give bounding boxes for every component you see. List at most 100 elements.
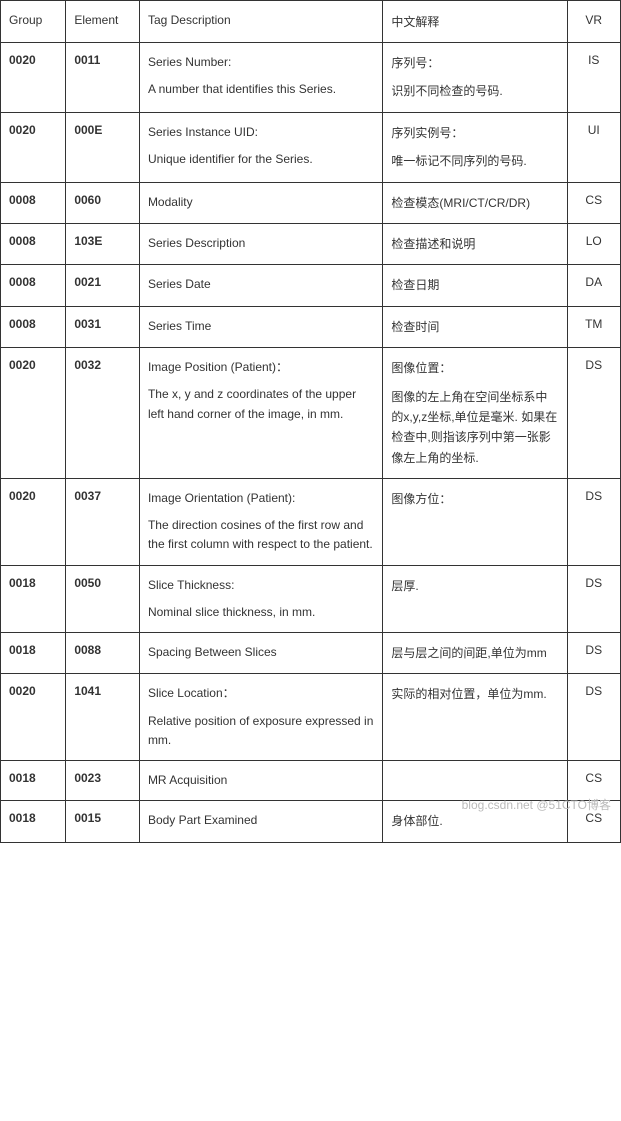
cell-cn: 实际的相对位置，单位为mm. xyxy=(383,674,567,761)
cell-vr: UI xyxy=(567,112,620,182)
cell-group: 0018 xyxy=(1,633,66,674)
table-row: 00080060Modality检查模态(MRI/CT/CR/DR)CS xyxy=(1,182,621,223)
desc-body: Relative position of exposure expressed … xyxy=(148,712,374,750)
desc-title: Series Time xyxy=(148,317,374,336)
cn-body: 唯一标记不同序列的号码. xyxy=(391,151,558,171)
cell-desc: Series Instance UID: Unique identifier fo… xyxy=(139,112,382,182)
cell-vr: CS xyxy=(567,760,620,800)
table-row: 00200032 Image Position (Patient)： The x, … xyxy=(1,348,621,479)
cell-vr: DA xyxy=(567,265,620,306)
table-row: 00180050Slice Thickness:Nominal slice th… xyxy=(1,565,621,632)
header-group: Group xyxy=(1,1,66,43)
desc-title: Slice Location： xyxy=(148,684,374,703)
cell-vr: DS xyxy=(567,633,620,674)
cell-element: 0031 xyxy=(66,306,140,347)
cn-title: 实际的相对位置，单位为mm. xyxy=(391,684,558,704)
header-element: Element xyxy=(66,1,140,43)
cn-title: 检查日期 xyxy=(391,275,558,295)
cell-element: 0050 xyxy=(66,565,140,632)
cn-title: 图像方位： xyxy=(391,489,558,509)
cell-desc: Series Number: A number that identifies t… xyxy=(139,43,382,113)
desc-title: Series Number: xyxy=(148,53,374,72)
cell-vr: DS xyxy=(567,479,620,566)
desc-title: Series Description xyxy=(148,234,374,253)
table-row: 00080021Series Date检查日期DA xyxy=(1,265,621,306)
cell-desc: MR Acquisition xyxy=(139,760,382,800)
cn-title: 图像位置： xyxy=(391,358,558,378)
desc-title: MR Acquisition xyxy=(148,771,374,790)
cn-title: 层与层之间的间距,单位为mm xyxy=(391,643,558,663)
cn-body: 图像的左上角在空间坐标系中的x,y,z坐标,单位是毫米. 如果在检查中,则指该序… xyxy=(391,387,558,469)
desc-title: Series Instance UID: xyxy=(148,123,374,142)
cell-element: 0032 xyxy=(66,348,140,479)
cell-desc: Image Orientation (Patient):The directio… xyxy=(139,479,382,566)
table-row: 00180088 Spacing Between Slices 层与层之间的间距,单… xyxy=(1,633,621,674)
cell-element: 0023 xyxy=(66,760,140,800)
cell-desc: Slice Location： Relative position of expo… xyxy=(139,674,382,761)
cell-element: 1041 xyxy=(66,674,140,761)
desc-body: The x, y and z coordinates of the upper … xyxy=(148,385,374,423)
cn-title: 身体部位. xyxy=(391,811,558,831)
desc-title: Image Position (Patient)： xyxy=(148,358,374,377)
table-row: 0020000ESeries Instance UID:Unique ident… xyxy=(1,112,621,182)
cell-element: 0037 xyxy=(66,479,140,566)
header-cn: 中文解释 xyxy=(383,1,567,43)
cn-title: 检查时间 xyxy=(391,317,558,337)
table-row: 00200011 Series Number: A number that iden… xyxy=(1,43,621,113)
cn-title: 检查模态(MRI/CT/CR/DR) xyxy=(391,193,558,213)
cell-vr: DS xyxy=(567,674,620,761)
cell-cn xyxy=(383,760,567,800)
cell-group: 0020 xyxy=(1,479,66,566)
table-row: 00180023 MR Acquisition CS xyxy=(1,760,621,800)
dicom-tag-table: Group Element Tag Description 中文解释 VR 00… xyxy=(0,0,621,843)
cell-element: 0088 xyxy=(66,633,140,674)
cell-cn: 检查日期 xyxy=(383,265,567,306)
cell-group: 0018 xyxy=(1,801,66,842)
cn-title: 层厚. xyxy=(391,576,558,596)
cell-cn: 检查模态(MRI/CT/CR/DR) xyxy=(383,182,567,223)
cn-body: 识别不同检查的号码. xyxy=(391,81,558,101)
cell-vr: DS xyxy=(567,348,620,479)
table-row: 0008103ESeries Description检查描述和说明LO xyxy=(1,223,621,264)
desc-body: Unique identifier for the Series. xyxy=(148,150,374,169)
cell-vr: CS xyxy=(567,182,620,223)
cell-desc: Body Part Examined xyxy=(139,801,382,842)
cell-element: 0011 xyxy=(66,43,140,113)
cell-desc: Spacing Between Slices xyxy=(139,633,382,674)
header-vr: VR xyxy=(567,1,620,43)
cell-vr: CS xyxy=(567,801,620,842)
cell-group: 0008 xyxy=(1,223,66,264)
cell-group: 0020 xyxy=(1,43,66,113)
cell-group: 0020 xyxy=(1,348,66,479)
cell-vr: TM xyxy=(567,306,620,347)
cell-desc: Series Time xyxy=(139,306,382,347)
cell-cn: 层与层之间的间距,单位为mm xyxy=(383,633,567,674)
desc-title: Body Part Examined xyxy=(148,811,374,830)
cell-vr: DS xyxy=(567,565,620,632)
desc-title: Series Date xyxy=(148,275,374,294)
desc-body: A number that identifies this Series. xyxy=(148,80,374,99)
cn-title: 检查描述和说明 xyxy=(391,234,558,254)
cell-element: 000E xyxy=(66,112,140,182)
cell-group: 0018 xyxy=(1,760,66,800)
cn-title: 序列实例号： xyxy=(391,123,558,143)
cell-cn: 身体部位. xyxy=(383,801,567,842)
desc-body: The direction cosines of the first row a… xyxy=(148,516,374,554)
cell-group: 0008 xyxy=(1,265,66,306)
cell-element: 103E xyxy=(66,223,140,264)
table-header-row: Group Element Tag Description 中文解释 VR xyxy=(1,1,621,43)
table-body: 00200011Series Number:A number that iden… xyxy=(1,43,621,843)
table-row: 00080031Series Time检查时间TM xyxy=(1,306,621,347)
cell-cn: 序列实例号： 唯一标记不同序列的号码. xyxy=(383,112,567,182)
cell-desc: Image Position (Patient)： The x, y and z … xyxy=(139,348,382,479)
cell-group: 0008 xyxy=(1,182,66,223)
cell-cn: 序列号：识别不同检查的号码. xyxy=(383,43,567,113)
cell-cn: 检查描述和说明 xyxy=(383,223,567,264)
cell-cn: 图像方位： xyxy=(383,479,567,566)
desc-title: Modality xyxy=(148,193,374,212)
cell-cn: 检查时间 xyxy=(383,306,567,347)
desc-title: Spacing Between Slices xyxy=(148,643,374,662)
cell-desc: Series Description xyxy=(139,223,382,264)
table-row: 00200037Image Orientation (Patient):The … xyxy=(1,479,621,566)
desc-body: Nominal slice thickness, in mm. xyxy=(148,603,374,622)
